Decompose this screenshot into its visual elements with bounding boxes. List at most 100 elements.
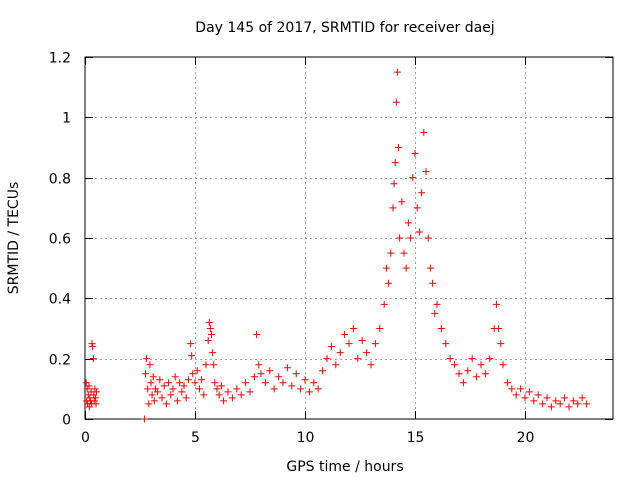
data-point: [283, 364, 291, 372]
data-point: [363, 349, 371, 357]
data-point: [88, 340, 96, 348]
data-point: [292, 370, 300, 378]
data-point: [154, 388, 162, 396]
data-point: [420, 128, 428, 136]
data-point: [367, 361, 375, 369]
data-point: [422, 168, 430, 176]
data-point: [142, 370, 149, 378]
data-point: [188, 352, 196, 360]
data-point: [217, 382, 225, 390]
data-point: [393, 68, 401, 76]
data-point: [184, 376, 192, 384]
data-point: [288, 382, 296, 390]
data-point: [433, 300, 441, 308]
data-point: [451, 361, 459, 369]
x-tick-label: 10: [297, 430, 315, 446]
data-point: [89, 343, 97, 351]
data-point: [189, 370, 197, 378]
data-point: [424, 234, 432, 242]
data-point: [187, 340, 195, 348]
x-tick-label: 20: [517, 430, 535, 446]
data-point: [385, 279, 393, 287]
data-point: [503, 379, 511, 387]
data-point: [279, 379, 287, 387]
data-point: [90, 397, 98, 405]
data-point: [255, 361, 263, 369]
data-point: [349, 325, 357, 332]
data-point: [411, 150, 419, 158]
data-point: [486, 355, 494, 363]
chart-title: Day 145 of 2017, SRMTID for receiver dae…: [195, 20, 494, 36]
data-point: [556, 400, 564, 408]
data-point: [376, 325, 384, 332]
data-point: [165, 379, 173, 387]
data-point: [565, 403, 573, 411]
data-point: [327, 343, 335, 351]
data-point: [319, 367, 327, 375]
data-point: [477, 361, 485, 369]
data-point: [336, 349, 344, 357]
data-point: [382, 264, 390, 272]
data-point: [437, 325, 445, 332]
data-point: [162, 400, 170, 408]
data-point: [257, 370, 265, 378]
y-tick-label: 0.6: [49, 232, 71, 248]
x-tick-label: 5: [191, 430, 200, 446]
y-tick-labels: 0 0.2 0.4 0.6 0.8 1 1.2: [49, 51, 71, 429]
data-point: [459, 379, 467, 387]
data-point: [358, 337, 366, 345]
data-point: [499, 361, 507, 369]
data-point: [211, 379, 219, 387]
data-point: [92, 400, 100, 408]
data-point: [534, 391, 542, 399]
data-point: [140, 415, 148, 423]
data-point: [215, 391, 223, 399]
data-point: [195, 385, 203, 393]
data-point: [250, 373, 258, 381]
data-point: [237, 391, 245, 399]
data-point: [83, 385, 91, 393]
data-point: [261, 379, 269, 387]
data-point: [323, 355, 331, 363]
data-point: [209, 349, 217, 357]
data-point: [512, 391, 520, 399]
data-point: [85, 382, 93, 390]
data-point: [158, 394, 166, 402]
data-point: [552, 397, 560, 405]
data-point: [202, 361, 210, 369]
data-point: [253, 331, 261, 339]
data-point: [92, 388, 100, 396]
data-point: [409, 174, 417, 182]
data-point: [191, 379, 199, 387]
data-point: [213, 385, 221, 393]
data-point: [233, 385, 241, 393]
data-point: [242, 379, 250, 387]
data-point: [332, 361, 340, 369]
data-point: [426, 264, 434, 272]
y-tick-label: 1: [62, 111, 71, 127]
data-point: [404, 219, 412, 227]
data-point: [530, 397, 538, 405]
data-point: [390, 180, 398, 188]
data-point: [521, 394, 529, 402]
data-point: [583, 400, 591, 408]
data-point: [143, 355, 151, 363]
data-point: [389, 204, 397, 212]
data-point: [495, 325, 503, 332]
data-point: [182, 394, 190, 402]
data-point: [561, 394, 569, 402]
data-point: [539, 400, 547, 408]
data-point: [275, 373, 283, 381]
data-point: [210, 361, 218, 369]
data-point: [204, 337, 212, 345]
data-point: [341, 331, 349, 339]
data-point: [148, 391, 156, 399]
data-point: [492, 300, 500, 308]
data-point: [89, 355, 97, 363]
data-point: [418, 189, 426, 197]
data-point: [464, 367, 472, 375]
data-point: [431, 309, 439, 317]
data-point: [310, 379, 318, 387]
data-point: [145, 400, 153, 408]
